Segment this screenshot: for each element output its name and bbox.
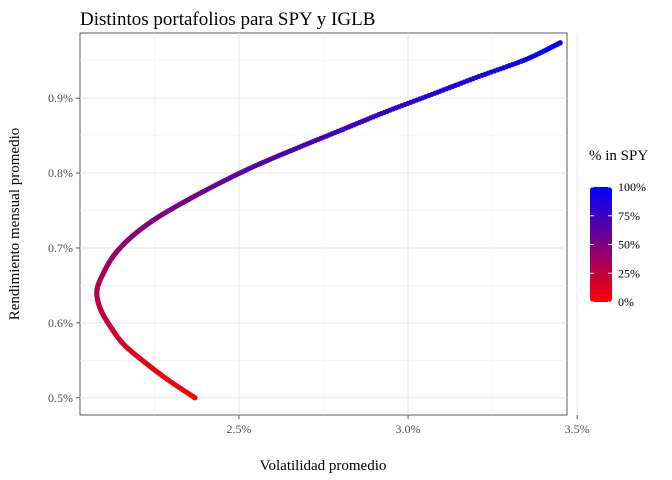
legend-label: 25% bbox=[618, 266, 640, 280]
legend-colorbar bbox=[590, 187, 612, 302]
y-tick-label: 0.5% bbox=[48, 391, 73, 405]
y-tick-label: 0.7% bbox=[48, 241, 73, 255]
legend-label: 100% bbox=[618, 180, 646, 194]
legend-label: 75% bbox=[618, 209, 640, 223]
legend-title: % in SPY bbox=[589, 148, 648, 164]
data-points bbox=[94, 40, 563, 401]
legend-label: 50% bbox=[618, 238, 640, 252]
y-tick-label: 0.6% bbox=[48, 316, 73, 330]
axes: 2.5% 3.0% 3.5% 0.5% 0.6% 0.7% 0.8% 0.9% bbox=[48, 91, 590, 436]
legend-label: 0% bbox=[618, 295, 634, 309]
grid-lines bbox=[80, 33, 578, 415]
x-axis-title: Volatilidad promedio bbox=[260, 458, 387, 474]
y-tick-label: 0.8% bbox=[48, 166, 73, 180]
x-tick-label: 3.5% bbox=[565, 422, 590, 436]
y-axis-title: Rendimiento mensual promedio bbox=[7, 128, 23, 320]
legend-ticks: 0% 25% 50% 75% 100% bbox=[590, 180, 646, 309]
portfolio-point bbox=[557, 40, 563, 46]
x-tick-label: 2.5% bbox=[226, 422, 251, 436]
x-tick-label: 3.0% bbox=[396, 422, 421, 436]
chart-title: Distintos portafolios para SPY y IGLB bbox=[80, 9, 375, 30]
y-tick-label: 0.9% bbox=[48, 91, 73, 105]
